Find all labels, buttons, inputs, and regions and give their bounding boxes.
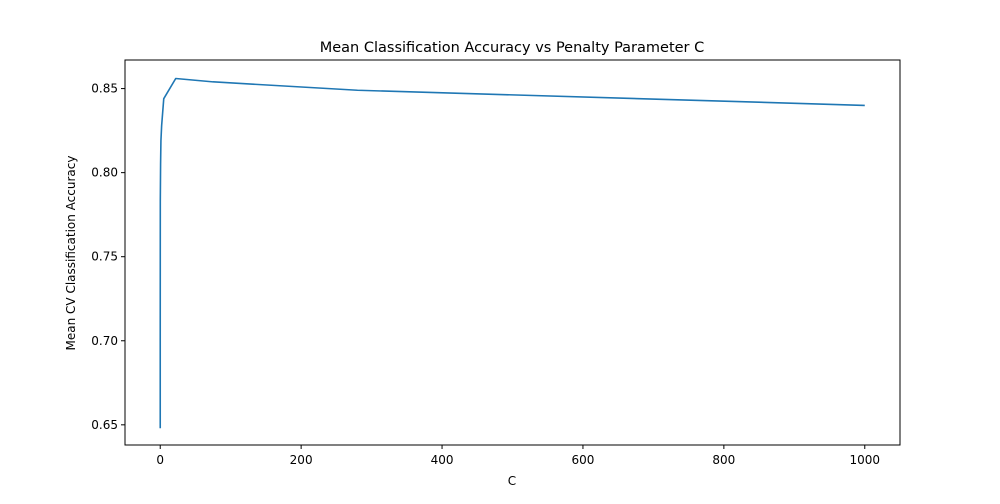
x-axis-ticks: 0 200 400 600 800 1000 bbox=[156, 445, 880, 467]
y-axis-ticks: 0.65 0.70 0.75 0.80 0.85 bbox=[91, 82, 125, 432]
plot-area bbox=[159, 77, 865, 429]
y-tick-label: 0.70 bbox=[91, 334, 118, 348]
y-tick-label: 0.75 bbox=[91, 250, 118, 264]
plot-frame bbox=[124, 59, 901, 446]
chart-title: Mean Classification Accuracy vs Penalty … bbox=[320, 40, 705, 56]
x-tick-label: 200 bbox=[290, 453, 313, 467]
y-axis-label: Mean CV Classification Accuracy bbox=[64, 156, 78, 351]
y-tick-label: 0.85 bbox=[91, 82, 118, 96]
y-tick-label: 0.80 bbox=[91, 166, 118, 180]
x-tick-label: 0 bbox=[156, 453, 164, 467]
x-tick-label: 400 bbox=[431, 453, 454, 467]
x-tick-label: 800 bbox=[712, 453, 735, 467]
x-tick-label: 600 bbox=[572, 453, 595, 467]
x-axis-label: C bbox=[508, 474, 516, 488]
x-tick-label: 1000 bbox=[849, 453, 880, 467]
y-tick-label: 0.65 bbox=[91, 418, 118, 432]
series-line-0 bbox=[159, 77, 865, 429]
